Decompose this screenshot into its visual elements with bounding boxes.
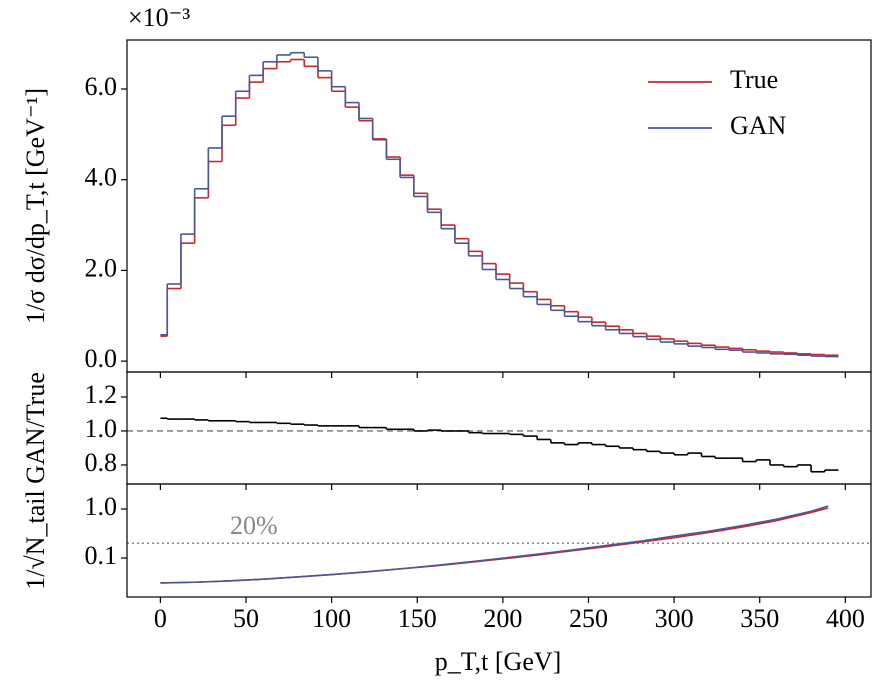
x-tick-label: 400 (826, 604, 865, 633)
x-tick-label: 50 (233, 604, 259, 633)
plot-frame (126, 371, 872, 485)
y-axis-label: 1/√N_tail (21, 490, 50, 589)
legend-label: True (730, 65, 778, 94)
x-axis-label: p_T,t [GeV] (435, 647, 562, 676)
y-tick-label: 4.0 (85, 163, 118, 192)
y-tick-label: 2.0 (85, 253, 118, 282)
x-tick-label: 350 (740, 604, 779, 633)
y-tick-label: 1.0 (85, 492, 118, 521)
plot-frame (126, 483, 872, 598)
y-tick-label: 0.0 (85, 344, 118, 373)
x-tick-label: 0 (154, 604, 167, 633)
line (160, 505, 829, 584)
x-tick-label: 200 (483, 604, 522, 633)
x-tick-label: 150 (398, 604, 437, 633)
y-tick-label: 0.1 (85, 541, 118, 570)
y-axis-label: 1/σ dσ/dp_T,t [GeV⁻¹] (21, 88, 50, 324)
y-tick-label: 6.0 (85, 72, 118, 101)
y-axis-label: GAN/True (21, 372, 50, 484)
y-tick-label: 1.2 (85, 380, 118, 409)
legend-label: GAN (730, 111, 787, 140)
x-tick-label: 250 (569, 604, 608, 633)
y-tick-label: 1.0 (85, 414, 118, 443)
annotation: 20% (230, 511, 278, 540)
x-tick-label: 100 (312, 604, 351, 633)
x-tick-label: 300 (655, 604, 694, 633)
y-tick-label: 0.8 (85, 448, 118, 477)
offset-text: ×10⁻³ (128, 3, 190, 32)
